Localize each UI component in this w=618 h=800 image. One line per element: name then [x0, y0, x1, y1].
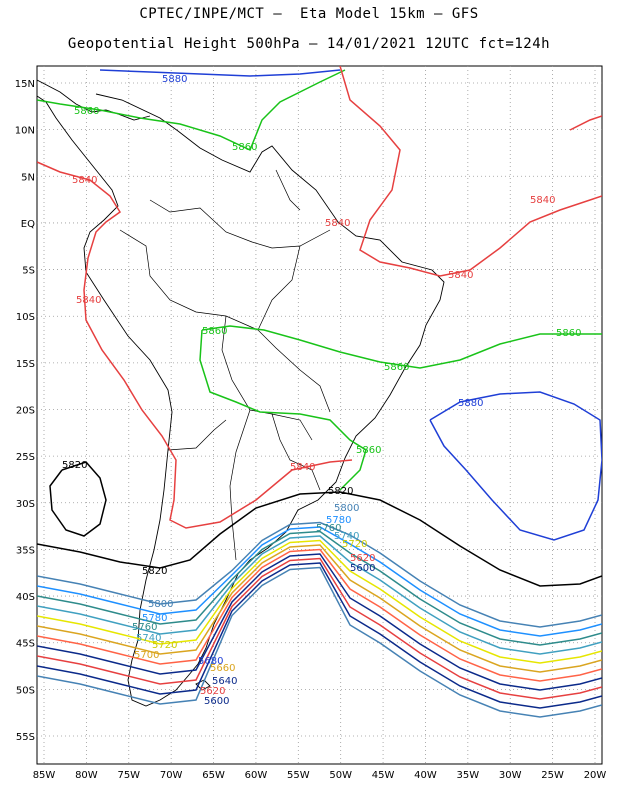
longitude-tick-label: 75W: [117, 770, 140, 781]
contour-5840-north-brazil: [339, 66, 602, 277]
contour-label: 5860: [202, 326, 227, 337]
latitude-tick-label: 15S: [16, 359, 35, 370]
longitude-tick-label: 25W: [541, 770, 564, 781]
latitude-tick-label: 55S: [16, 732, 35, 743]
contour-5680: [37, 548, 602, 682]
longitude-tick-label: 60W: [245, 770, 268, 781]
trough-contours: [37, 521, 602, 718]
central-america-coast: [37, 79, 151, 121]
contour-label: 5860: [232, 142, 257, 153]
contour-label: 5840: [530, 195, 555, 206]
country-borders: [119, 169, 331, 561]
contour-label: 5620: [200, 686, 225, 697]
longitude-tick-label: 80W: [75, 770, 98, 781]
contour-5840-carib: [37, 161, 353, 529]
contour-5640: [37, 557, 602, 700]
longitude-tick-label: 35W: [457, 770, 480, 781]
contour-label: 5820: [62, 460, 87, 471]
latitude-tick-label: 50S: [16, 685, 35, 696]
contour-5820-cut-off: [49, 461, 107, 537]
contour-5880-atlantic: [429, 391, 602, 541]
longitude-tick-label: 20W: [584, 770, 607, 781]
contour-label: 5780: [326, 515, 351, 526]
contour-label: 5600: [204, 696, 229, 707]
latitude-tick-label: EQ: [21, 219, 35, 230]
contour-label: 5740: [136, 633, 161, 644]
contour-label: 5680: [198, 656, 223, 667]
latitude-labels: 15N 10N 5N EQ 5S 10S 15S 20S 25S 30S 35S 40S 45S 50S 5…: [15, 79, 35, 743]
contour-label: 5720: [342, 539, 367, 550]
contour-5600: [37, 566, 602, 718]
latitude-tick-label: 10S: [16, 312, 35, 323]
latitude-tick-label: 25S: [16, 452, 35, 463]
contour-labels: 5880 5860 5860 5840 5840 5840 5840 5840 …: [62, 74, 581, 707]
longitude-tick-label: 65W: [202, 770, 225, 781]
contour-5780: [37, 526, 602, 637]
longitude-tick-label: 85W: [33, 770, 56, 781]
latitude-tick-label: 45S: [16, 639, 35, 650]
latitude-tick-label: 40S: [16, 592, 35, 603]
contour-5720: [37, 539, 602, 664]
falklands: [195, 679, 211, 691]
contour-5860-south: [199, 329, 367, 491]
contour-5740: [37, 535, 602, 655]
latitude-tick-label: 10N: [15, 126, 35, 137]
contour-5840-northeast-atl: [569, 115, 602, 131]
contour-5620: [37, 562, 602, 709]
latitude-tick-label: 30S: [16, 499, 35, 510]
contour-5700: [37, 544, 602, 673]
chart-title-line-1: CPTEC/INPE/MCT – Eta Model 15km – GFS: [139, 6, 479, 22]
longitude-tick-label: 55W: [287, 770, 310, 781]
contour-label: 5600: [350, 563, 375, 574]
contour-label: 5840: [290, 462, 315, 473]
contour-label: 5760: [316, 523, 341, 534]
contour-label: 5840: [325, 218, 350, 229]
contour-label: 5860: [356, 445, 381, 456]
contour-label: 5800: [334, 503, 359, 514]
contour-label: 5800: [148, 599, 173, 610]
longitude-tick-label: 50W: [329, 770, 352, 781]
contour-5820-main: [37, 491, 602, 587]
contour-label: 5880: [162, 74, 187, 85]
contour-lines: [37, 66, 602, 587]
contour-label: 5620: [350, 553, 375, 564]
map-frame: [36, 65, 603, 765]
longitude-labels: 85W 80W 75W 70W 65W 60W 55W 50W 45W 40W 35W 30W 25W 2…: [33, 770, 607, 781]
contour-label: 5760: [132, 622, 157, 633]
latitude-tick-label: 35S: [16, 545, 35, 556]
contour-label: 5740: [334, 531, 359, 542]
contour-label: 5660: [210, 663, 235, 674]
longitude-tick-label: 70W: [160, 770, 183, 781]
latitude-tick-label: 5N: [21, 172, 35, 183]
contour-5860-brazil: [201, 325, 602, 369]
longitude-tick-label: 45W: [372, 770, 395, 781]
contour-5800: [37, 521, 602, 628]
chart-title-line-2: Geopotential Height 500hPa – 14/01/2021 …: [67, 36, 551, 52]
contour-label: 5880: [458, 398, 483, 409]
contour-5860-north: [37, 69, 346, 152]
contour-label: 5780: [142, 613, 167, 624]
contour-label: 5840: [72, 175, 97, 186]
contour-label: 5720: [152, 640, 177, 651]
contour-label: 5840: [76, 295, 101, 306]
contour-5660: [37, 553, 602, 691]
latitude-tick-label: 15N: [15, 79, 35, 90]
longitude-tick-label: 30W: [499, 770, 522, 781]
contour-5880-north: [99, 69, 341, 77]
longitude-tick-label: 40W: [414, 770, 437, 781]
contour-label: 5860: [74, 106, 99, 117]
contour-5760: [37, 530, 602, 646]
contour-label: 5820: [328, 486, 353, 497]
contour-label: 5820: [142, 566, 167, 577]
grid-lines: [37, 66, 602, 764]
contour-label: 5860: [384, 362, 409, 373]
latitude-tick-label: 20S: [16, 406, 35, 417]
contour-label: 5640: [212, 676, 237, 687]
contour-label: 5700: [134, 650, 159, 661]
contour-label: 5840: [448, 270, 473, 281]
latitude-tick-label: 5S: [22, 266, 35, 277]
contour-label: 5860: [556, 328, 581, 339]
